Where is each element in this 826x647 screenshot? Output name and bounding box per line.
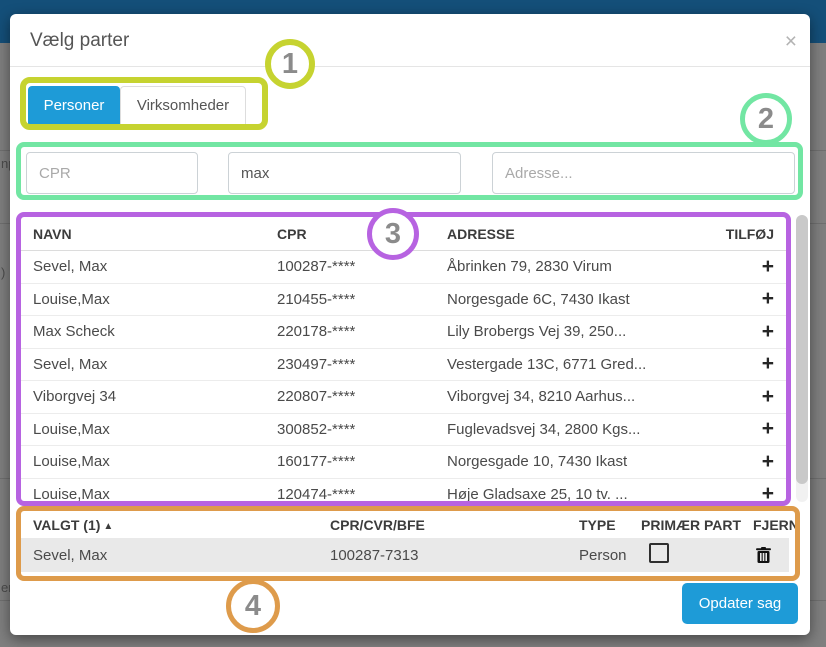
modal-title: Vælg parter — [30, 30, 130, 51]
column-navn: NAVN — [33, 225, 72, 242]
cell-adresse: Lily Brobergs Vej 39, 250... — [447, 323, 627, 341]
cell-id: 100287-7313 — [330, 546, 419, 564]
results-table-body: Sevel, Max 100287-**** Åbrinken 79, 2830… — [21, 251, 786, 501]
table-row: Louise,Max 160177-**** Norgesgade 10, 74… — [21, 446, 786, 479]
primary-part-checkbox[interactable] — [649, 543, 669, 563]
add-party-icon[interactable]: + — [761, 482, 774, 501]
table-row: Louise,Max 300852-**** Fuglevadsvej 34, … — [21, 414, 786, 446]
cell-adresse: Norgesgade 6C, 7430 Ikast — [447, 290, 630, 308]
table-row: Max Scheck 220178-**** Lily Brobergs Vej… — [21, 316, 786, 349]
select-parties-modal: Vælg parter × Personer Virksomheder NAVN… — [10, 14, 810, 635]
add-party-icon[interactable]: + — [761, 319, 774, 343]
table-row: Sevel, Max 100287-**** Åbrinken 79, 2830… — [21, 251, 786, 284]
table-row: Sevel, Max 230497-**** Vestergade 13C, 6… — [21, 349, 786, 381]
selected-table-header: VALGT (1) ▲ CPR/CVR/BFE TYPE PRIMÆR PART … — [21, 511, 799, 538]
column-type: TYPE — [579, 516, 616, 533]
column-tilfoj: TILFØJ — [725, 225, 774, 242]
cell-adresse: Åbrinken 79, 2830 Virum — [447, 258, 612, 276]
table-row: Louise,Max 120474-**** Høje Gladsaxe 25,… — [21, 479, 786, 501]
cell-adresse: Høje Gladsaxe 25, 10 tv. ... — [447, 485, 628, 501]
cell-navn: Louise,Max — [33, 485, 110, 501]
cell-cpr: 220178-**** — [277, 323, 356, 341]
add-party-icon[interactable]: + — [761, 417, 774, 441]
column-adresse: ADRESSE — [447, 225, 515, 242]
add-party-icon[interactable]: + — [761, 352, 774, 376]
name-search-input[interactable] — [228, 152, 461, 194]
cell-navn: Viborgvej 34 — [33, 388, 117, 406]
sort-ascending-icon: ▲ — [103, 520, 114, 532]
cell-navn: Sevel, Max — [33, 546, 108, 564]
cell-navn: Sevel, Max — [33, 355, 108, 373]
update-case-button[interactable]: Opdater sag — [682, 583, 798, 624]
cell-cpr: 300852-**** — [277, 420, 356, 438]
add-party-icon[interactable]: + — [761, 287, 774, 311]
cell-cpr: 220807-**** — [277, 388, 356, 406]
selected-party-row: Sevel, Max 100287-7313 Person — [21, 538, 789, 572]
cell-type: Person — [579, 546, 627, 564]
add-party-icon[interactable]: + — [761, 449, 774, 473]
table-row: Viborgvej 34 220807-**** Viborgvej 34, 8… — [21, 381, 786, 414]
cell-cpr: 210455-**** — [277, 290, 356, 308]
background-text-fragment: ) — [1, 265, 6, 280]
table-row: Louise,Max 210455-**** Norgesgade 6C, 74… — [21, 284, 786, 316]
column-id: CPR/CVR/BFE — [330, 516, 425, 533]
cell-adresse: Fuglevadsvej 34, 2800 Kgs... — [447, 420, 641, 438]
tab-virksomheder[interactable]: Virksomheder — [120, 86, 246, 125]
background-text-fragment: er — [1, 580, 13, 595]
cpr-search-input[interactable] — [26, 152, 198, 194]
column-primaer-part: PRIMÆR PART — [641, 516, 742, 533]
cell-cpr: 160177-**** — [277, 453, 356, 471]
cell-navn: Max Scheck — [33, 323, 115, 341]
trash-icon[interactable] — [756, 546, 771, 564]
results-scrollbar-thumb[interactable] — [796, 215, 808, 484]
add-party-icon[interactable]: + — [761, 254, 774, 278]
close-icon[interactable]: × — [784, 30, 797, 53]
cell-cpr: 120474-**** — [277, 485, 356, 501]
cell-adresse: Viborgvej 34, 8210 Aarhus... — [447, 388, 636, 406]
cell-navn: Louise,Max — [33, 420, 110, 438]
cell-navn: Louise,Max — [33, 453, 110, 471]
tab-personer[interactable]: Personer — [28, 86, 120, 125]
cell-navn: Sevel, Max — [33, 258, 108, 276]
cell-cpr: 230497-**** — [277, 355, 356, 373]
results-table-header: NAVN CPR ADRESSE TILFØJ — [21, 217, 786, 251]
cell-cpr: 100287-**** — [277, 258, 356, 276]
cell-adresse: Norgesgade 10, 7430 Ikast — [447, 453, 628, 471]
add-party-icon[interactable]: + — [761, 384, 774, 408]
address-search-input[interactable] — [492, 152, 795, 194]
cell-adresse: Vestergade 13C, 6771 Gred... — [447, 355, 647, 373]
cell-navn: Louise,Max — [33, 290, 110, 308]
column-valgt[interactable]: VALGT (1) ▲ — [33, 516, 114, 533]
column-fjern: FJERN — [753, 516, 799, 533]
results-scrollbar-track[interactable] — [796, 215, 808, 502]
column-cpr: CPR — [277, 225, 307, 242]
header-divider — [10, 66, 810, 67]
